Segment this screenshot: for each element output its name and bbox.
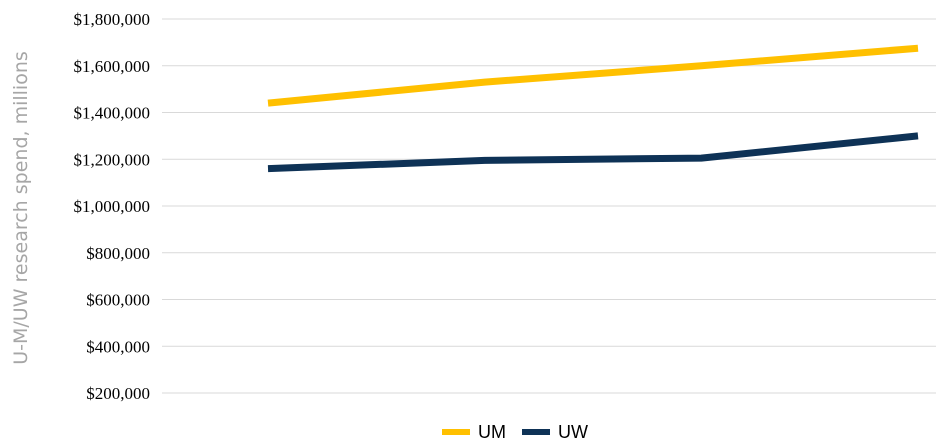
y-tick-label: $1,600,000 bbox=[74, 57, 151, 76]
y-tick-label: $1,000,000 bbox=[74, 197, 151, 216]
series-line-um bbox=[267, 44, 919, 107]
series-line-uw bbox=[267, 132, 919, 173]
series-lines bbox=[267, 44, 919, 173]
y-tick-label: $200,000 bbox=[86, 384, 150, 403]
y-tick-label: $800,000 bbox=[86, 244, 150, 263]
y-axis-label: U-M/UW research spend, millions bbox=[10, 51, 32, 365]
y-tick-label: $1,800,000 bbox=[74, 10, 151, 29]
y-tick-label: $400,000 bbox=[86, 337, 150, 356]
y-tick-label: $600,000 bbox=[86, 291, 150, 310]
y-tick-label: $1,200,000 bbox=[74, 150, 151, 169]
y-axis-tick-labels: $200,000 $400,000 $600,000 $800,000 $1,000,0… bbox=[74, 10, 151, 403]
legend-label-uw: UW bbox=[558, 422, 588, 442]
legend-label-um: UM bbox=[478, 422, 506, 442]
legend: UM UW bbox=[442, 422, 588, 442]
y-tick-label: $1,400,000 bbox=[74, 104, 151, 123]
